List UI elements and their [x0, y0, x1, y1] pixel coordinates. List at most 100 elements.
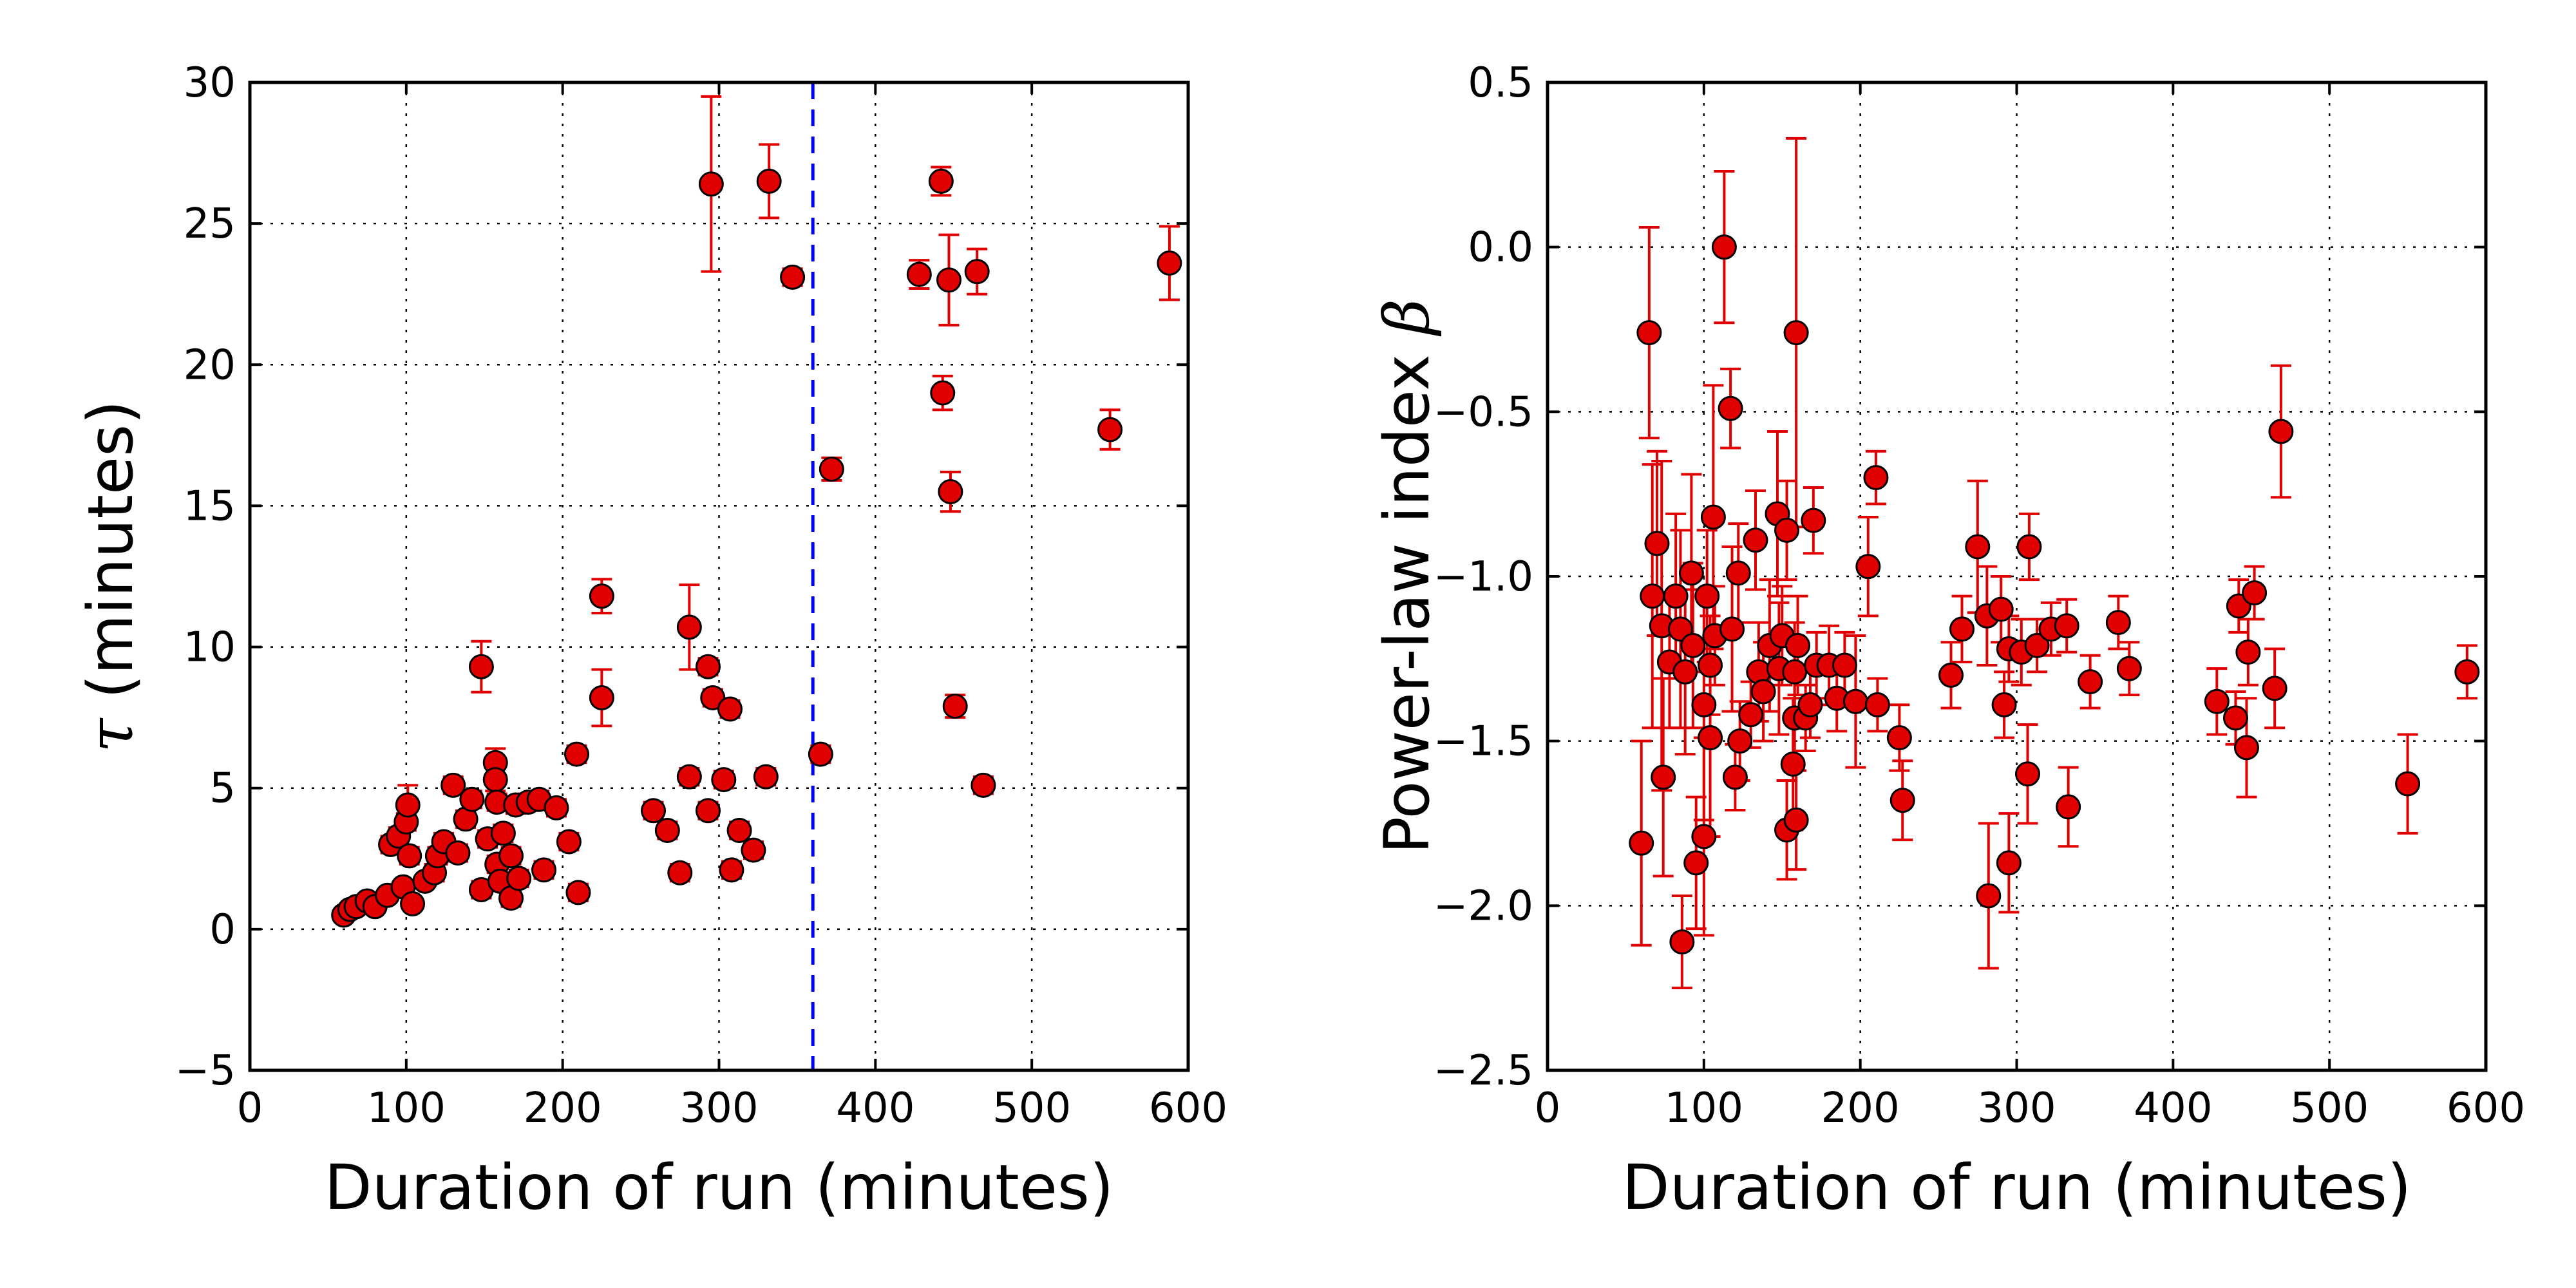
- data-point: [459, 786, 485, 812]
- data-point: [1097, 417, 1123, 442]
- x-tick-label: 100: [367, 1084, 446, 1132]
- data-point: [468, 654, 494, 679]
- plot-frame: [248, 80, 1190, 1072]
- data-point: [1780, 751, 1806, 777]
- x-tick-label: 400: [2134, 1084, 2212, 1132]
- data-point: [711, 767, 737, 793]
- data-point: [700, 685, 726, 710]
- y-tick-label: 0.5: [1468, 59, 1533, 107]
- data-point: [719, 857, 744, 883]
- data-point: [808, 741, 833, 767]
- y-tick-label: 30: [184, 59, 236, 107]
- data-point: [654, 817, 680, 843]
- y-tick-label: 10: [184, 624, 236, 672]
- data-point: [1949, 616, 1975, 642]
- tau-vs-duration-panel: 0 100 200 300 400 500 600−5051015202530Duratio…: [75, 59, 1227, 1224]
- y-tick-label: 0: [209, 906, 236, 954]
- data-point: [1743, 527, 1768, 553]
- x-axis-label: Duration of run (minutes): [325, 1151, 1114, 1224]
- x-tick-label: 500: [2290, 1084, 2369, 1132]
- data-point: [564, 741, 590, 767]
- data-point: [2024, 632, 2050, 658]
- data-point: [676, 764, 702, 790]
- data-point: [1663, 583, 1689, 609]
- x-tick-label: 0: [1535, 1084, 1561, 1132]
- data-point: [696, 654, 721, 679]
- data-point: [1691, 824, 1717, 849]
- data-point: [1636, 320, 1662, 346]
- data-point: [1801, 507, 1826, 533]
- data-point: [1698, 652, 1723, 678]
- data-point: [1651, 764, 1676, 790]
- data-point: [1782, 659, 1808, 685]
- data-point: [482, 767, 508, 793]
- data-point: [1719, 616, 1745, 642]
- y-tick-label: −5: [175, 1047, 236, 1095]
- data-point: [1683, 850, 1709, 876]
- beta-vs-duration-panel: 0 100 200 300 400 500 600 −2.5 −2.0 −1.5 −1.0 −0.5 0…: [1371, 59, 2525, 1224]
- data-point: [2105, 610, 2131, 636]
- data-point: [1667, 616, 1693, 642]
- data-point: [726, 817, 752, 843]
- data-point: [2235, 639, 2261, 665]
- data-point: [544, 795, 569, 820]
- data-point: [1832, 652, 1857, 678]
- data-point: [906, 261, 932, 287]
- x-tick-label: 300: [1977, 1084, 2056, 1132]
- y-tick-label: 15: [184, 482, 236, 530]
- data-point: [753, 764, 779, 790]
- data-point: [1996, 850, 2022, 876]
- y-axis-label: τ (minutes): [75, 400, 147, 752]
- data-point: [936, 267, 961, 293]
- data-point: [1680, 632, 1706, 658]
- data-point: [1694, 583, 1720, 609]
- data-point: [565, 880, 591, 905]
- data-point: [667, 860, 693, 886]
- data-point: [676, 614, 702, 640]
- y-tick-label: −2.0: [1434, 882, 1533, 930]
- data-point: [1711, 234, 1737, 260]
- data-point: [440, 772, 466, 798]
- data-point: [1889, 788, 1915, 813]
- data-point: [2395, 771, 2421, 797]
- data-point: [1842, 688, 1868, 714]
- data-point: [1783, 320, 1809, 346]
- data-point: [1722, 764, 1748, 790]
- data-point: [819, 456, 844, 482]
- data-point: [756, 168, 782, 194]
- data-point: [1965, 534, 1991, 560]
- data-point: [2233, 735, 2259, 761]
- x-axis-label: Duration of run (minutes): [1622, 1151, 2412, 1224]
- data-point: [1644, 531, 1670, 556]
- data-point: [395, 792, 421, 818]
- data-point: [1698, 725, 1723, 751]
- data-point: [2262, 676, 2287, 701]
- data-point: [1629, 830, 1654, 856]
- y-tick-label: −2.5: [1434, 1047, 1533, 1095]
- data-point: [780, 264, 806, 290]
- data-point: [1750, 679, 1776, 705]
- data-point: [938, 479, 963, 505]
- data-point: [498, 843, 524, 869]
- data-point: [1938, 662, 1964, 688]
- data-point: [928, 168, 954, 194]
- x-tick-label: 200: [524, 1084, 602, 1132]
- data-point: [400, 891, 426, 916]
- data-point: [2222, 705, 2248, 731]
- data-point: [1785, 632, 1811, 658]
- data-point: [696, 798, 721, 824]
- data-point: [1797, 692, 1823, 717]
- y-axis-label: Power-law index β: [1371, 299, 1443, 854]
- y-tick-label: 25: [184, 200, 236, 248]
- data-point: [1864, 692, 1890, 717]
- y-tick-label: 20: [184, 341, 236, 389]
- data-point: [1774, 517, 1800, 543]
- data-point: [490, 820, 516, 846]
- data-point: [698, 171, 724, 197]
- data-point: [397, 843, 422, 869]
- x-tick-label: 400: [836, 1084, 914, 1132]
- x-tick-label: 600: [2447, 1084, 2525, 1132]
- y-tick-label: 0.0: [1468, 224, 1533, 272]
- x-tick-label: 600: [1149, 1084, 1227, 1132]
